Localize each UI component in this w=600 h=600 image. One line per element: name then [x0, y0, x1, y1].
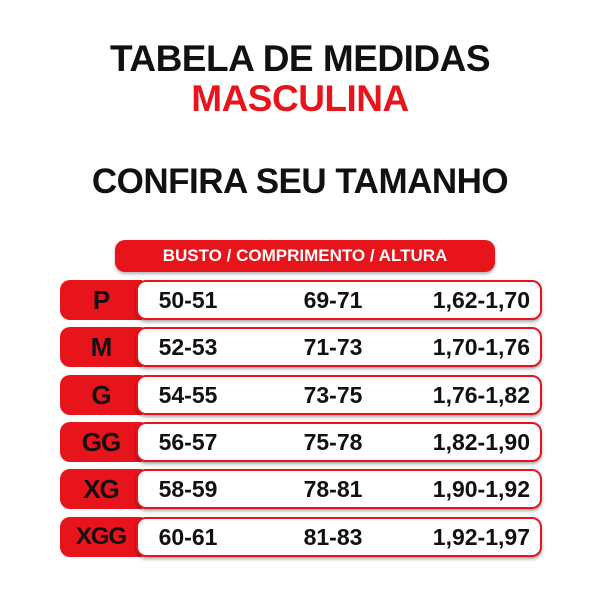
- size-row: XGG 60-61 81-83 1,92-1,97: [60, 516, 542, 557]
- comprimento-value: 73-75: [303, 381, 363, 408]
- busto-value: 58-59: [158, 476, 218, 503]
- busto-value: 50-51: [158, 287, 218, 313]
- column-header: BUSTO / COMPRIMENTO / ALTURA: [115, 240, 495, 272]
- comprimento-value: 75-78: [303, 428, 363, 455]
- measure-box: 50-51 69-71 1,62-1,70: [136, 280, 542, 320]
- size-label: GG: [60, 421, 142, 462]
- size-label: XG: [60, 469, 142, 510]
- size-row: M 52-53 71-73 1,70-1,76: [60, 327, 542, 368]
- size-label: XGG: [60, 516, 142, 557]
- size-row: XG 58-59 78-81 1,90-1,92: [60, 469, 542, 510]
- title: TABELA DE MEDIDAS: [110, 38, 491, 79]
- heading: CONFIRA SEU TAMANHO: [91, 162, 509, 201]
- size-label: M: [60, 327, 142, 368]
- altura-value: 1,76-1,82: [432, 381, 530, 408]
- size-row: P 50-51 69-71 1,62-1,70: [60, 280, 542, 320]
- comprimento-value: 71-73: [303, 334, 363, 361]
- altura-value: 1,70-1,76: [432, 334, 530, 361]
- altura-value: 1,92-1,97: [432, 523, 530, 550]
- busto-value: 54-55: [158, 381, 218, 408]
- size-label: G: [60, 374, 142, 415]
- altura-value: 1,62-1,70: [432, 287, 530, 313]
- size-row: GG 56-57 75-78 1,82-1,90: [60, 421, 542, 462]
- size-label: P: [60, 280, 142, 320]
- subtitle: MASCULINA: [191, 78, 409, 119]
- measure-box: 54-55 73-75 1,76-1,82: [136, 374, 542, 415]
- altura-value: 1,90-1,92: [432, 476, 530, 503]
- busto-value: 60-61: [158, 523, 218, 550]
- busto-value: 52-53: [158, 334, 218, 361]
- comprimento-value: 69-71: [303, 287, 363, 313]
- size-row: G 54-55 73-75 1,76-1,82: [60, 374, 542, 415]
- measure-box: 52-53 71-73 1,70-1,76: [136, 327, 542, 368]
- comprimento-value: 81-83: [303, 523, 363, 550]
- measure-box: 58-59 78-81 1,90-1,92: [136, 469, 542, 510]
- busto-value: 56-57: [158, 428, 218, 455]
- comprimento-value: 78-81: [303, 476, 363, 503]
- altura-value: 1,82-1,90: [432, 428, 530, 455]
- measure-box: 60-61 81-83 1,92-1,97: [136, 516, 542, 557]
- measure-box: 56-57 75-78 1,82-1,90: [136, 421, 542, 462]
